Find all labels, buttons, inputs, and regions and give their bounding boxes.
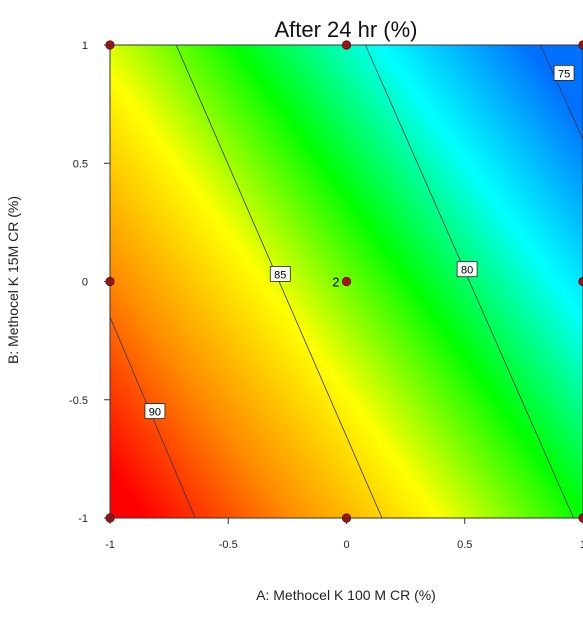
- y-axis-title: B: Methocel K 15M CR (%): [5, 196, 21, 364]
- x-tick-label: 1: [580, 539, 583, 551]
- contour-label-90: 90: [149, 407, 161, 419]
- plot-area: 90 85 80 75 2: [105, 40, 583, 523]
- contour-line-75: [540, 44, 583, 140]
- contour-label-box-80: [456, 261, 478, 278]
- y-tick-label: -1: [78, 513, 88, 525]
- contour-label-75: 75: [558, 68, 570, 80]
- contour-label-80: 80: [461, 265, 473, 277]
- design-point: [341, 276, 352, 287]
- x-tick-label: -0.5: [219, 539, 238, 551]
- x-tick-label: 0: [343, 539, 349, 551]
- y-tick-label: -0.5: [69, 395, 88, 407]
- x-tick-label: -1: [105, 539, 115, 551]
- contour-line-80: [365, 44, 574, 519]
- design-point-label: 2: [332, 275, 339, 290]
- y-tick-label: 0.5: [73, 158, 88, 170]
- x-tick-label: 0.5: [457, 539, 472, 551]
- chart-title: After 24 hr (%): [274, 17, 417, 42]
- x-axis: -1 -0.5 0 0.5 1: [105, 518, 583, 551]
- y-axis: -1 -0.5 0 0.5 1: [69, 40, 110, 525]
- contour-label-85: 85: [274, 269, 286, 281]
- x-axis-title: A: Methocel K 100 M CR (%): [256, 587, 436, 603]
- y-tick-label: 0: [82, 277, 88, 289]
- y-tick-label: 1: [82, 40, 88, 52]
- contour-label-box-85: [269, 266, 291, 282]
- contour-label-box-90: [144, 403, 166, 419]
- contour-label-box-75: [553, 64, 575, 81]
- contour-lines: 90 85 80 75: [109, 44, 583, 519]
